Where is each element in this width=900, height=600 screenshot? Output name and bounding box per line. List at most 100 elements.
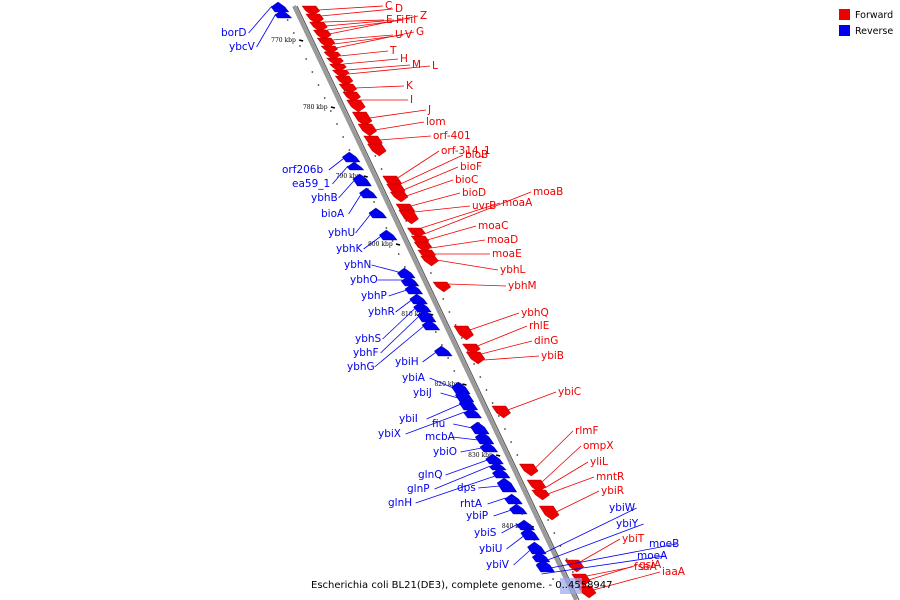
forward-gene-label[interactable]: ybhM — [508, 280, 537, 292]
forward-gene-label[interactable]: bioC — [455, 174, 478, 186]
forward-gene-label[interactable]: L — [432, 60, 438, 72]
reverse-gene-label[interactable]: ybhG — [347, 361, 375, 373]
reverse-label-leader — [513, 549, 531, 566]
reverse-gene-label[interactable]: ybiA — [402, 372, 426, 384]
forward-gene-label[interactable]: Fi — [396, 14, 404, 26]
forward-gene-label[interactable]: yliL — [590, 456, 608, 468]
reverse-gene-label[interactable]: ybhF — [353, 347, 379, 359]
reverse-gene-label[interactable]: moeA — [637, 550, 668, 562]
reverse-gene-label[interactable]: ybiP — [466, 510, 488, 522]
forward-gene-label[interactable]: H — [400, 53, 408, 65]
minor-dot — [385, 227, 388, 229]
forward-gene-label[interactable]: K — [406, 80, 414, 92]
reverse-gene-label[interactable]: rhtA — [460, 498, 483, 510]
forward-gene-label[interactable]: dinG — [534, 335, 558, 347]
reverse-gene-label[interactable]: ybhP — [361, 290, 387, 302]
forward-gene-label[interactable]: ybiC — [558, 386, 581, 398]
reverse-gene-label[interactable]: ybiJ — [413, 387, 432, 399]
reverse-gene-label[interactable]: glnH — [388, 497, 412, 509]
forward-gene-label[interactable]: moaB — [533, 186, 563, 198]
forward-gene-label[interactable]: I — [410, 94, 413, 106]
reverse-gene-label[interactable]: ybhB — [311, 192, 338, 204]
forward-gene-block — [351, 111, 373, 127]
reverse-gene-label[interactable]: ybiS — [474, 527, 497, 539]
reverse-gene-label[interactable]: ybiO — [433, 446, 457, 458]
forward-gene-label[interactable]: J — [427, 104, 431, 116]
reverse-gene-label[interactable]: ybiV — [486, 559, 510, 571]
forward-gene-label[interactable]: orf-314_1 — [441, 145, 491, 157]
forward-label-leader — [335, 31, 415, 49]
forward-label-leader — [593, 571, 661, 591]
reverse-gene-label[interactable]: ea59_1 — [292, 178, 330, 190]
reverse-gene-label[interactable]: ybiU — [479, 543, 502, 555]
forward-gene-label[interactable]: T — [389, 45, 397, 57]
reverse-gene-label[interactable]: ybiW — [609, 502, 636, 514]
reverse-gene-label[interactable]: ybhU — [328, 227, 355, 239]
forward-gene-block — [462, 343, 481, 355]
reverse-gene-label[interactable]: ybhR — [368, 306, 395, 318]
forward-gene-label[interactable]: V — [405, 29, 413, 41]
legend-forward-label: Forward — [855, 10, 893, 21]
forward-gene-label[interactable]: E — [386, 14, 393, 26]
forward-gene-label[interactable]: D — [395, 3, 403, 15]
reverse-gene-label[interactable]: moeB — [649, 538, 679, 550]
reverse-gene-label[interactable]: orf206b — [282, 164, 323, 176]
forward-gene-label[interactable]: moaA — [502, 197, 533, 209]
forward-gene-label[interactable]: moaC — [478, 220, 508, 232]
forward-gene-label[interactable]: ompX — [583, 440, 614, 452]
reverse-gene-label[interactable]: ybhS — [355, 333, 382, 345]
forward-gene-label[interactable]: moaE — [492, 248, 522, 260]
forward-gene-label[interactable]: C — [385, 0, 392, 12]
forward-gene-label[interactable]: iaaA — [662, 566, 686, 578]
reverse-gene-label[interactable]: glnP — [407, 483, 430, 495]
reverse-gene-label[interactable]: dps — [457, 482, 476, 494]
forward-gene-label[interactable]: ybhL — [500, 264, 526, 276]
forward-gene-label[interactable]: ybhQ — [521, 307, 549, 319]
forward-gene-label[interactable]: orf-401 — [433, 130, 471, 142]
reverse-gene-label[interactable]: ybiY — [616, 518, 639, 530]
reverse-gene-label[interactable]: ybiH — [395, 356, 419, 368]
reverse-gene-label[interactable]: ybhN — [344, 259, 371, 271]
forward-gene-block — [305, 13, 324, 25]
forward-gene-block — [539, 505, 560, 521]
forward-gene-label[interactable]: mntR — [596, 471, 624, 483]
forward-gene-label[interactable]: ybiR — [601, 485, 624, 497]
reverse-label-leader — [363, 235, 382, 250]
forward-gene-label[interactable]: ybiT — [622, 533, 645, 545]
minor-dot — [485, 389, 488, 391]
reverse-gene-label[interactable]: ybiI — [399, 413, 418, 425]
minor-dot — [552, 578, 554, 580]
forward-gene-label[interactable]: fsaA — [634, 561, 658, 573]
reverse-gene-block — [404, 283, 424, 295]
forward-gene-label[interactable]: Fii — [405, 14, 416, 26]
reverse-gene-label[interactable]: ybhO — [350, 274, 378, 286]
reverse-gene-label[interactable]: ybcV — [229, 41, 256, 53]
reverse-gene-label[interactable]: ybhK — [336, 243, 364, 255]
reverse-gene-label[interactable]: bioA — [321, 208, 345, 220]
reverse-gene-label[interactable]: borD — [221, 27, 247, 39]
legend-reverse-swatch — [839, 25, 850, 36]
forward-gene-label[interactable]: bioB — [465, 149, 488, 161]
forward-gene-label[interactable]: moaD — [487, 234, 518, 246]
forward-gene-label[interactable]: gsiA — [639, 559, 662, 571]
forward-gene-label[interactable]: Z — [420, 10, 427, 22]
forward-gene-label[interactable]: U — [395, 29, 403, 41]
forward-gene-block — [338, 83, 358, 95]
forward-gene-label[interactable]: M — [412, 59, 421, 71]
forward-gene-label[interactable]: G — [416, 26, 424, 38]
reverse-gene-block — [516, 519, 536, 531]
reverse-label-leader — [536, 523, 644, 565]
reverse-gene-label[interactable]: glnQ — [418, 469, 443, 481]
reverse-gene-label[interactable]: ybiX — [378, 428, 401, 440]
reverse-gene-block — [270, 1, 290, 13]
forward-gene-label[interactable]: ybiB — [541, 350, 564, 362]
forward-label-leader — [579, 538, 621, 563]
reverse-gene-label[interactable]: mcbA — [425, 431, 456, 443]
forward-gene-label[interactable]: bioD — [462, 187, 486, 199]
forward-gene-label[interactable]: bioF — [460, 161, 482, 173]
forward-gene-label[interactable]: rhlE — [529, 320, 549, 332]
forward-gene-label[interactable]: rlmF — [575, 425, 599, 437]
forward-gene-label[interactable]: uvrB — [472, 200, 496, 212]
forward-gene-label[interactable]: lom — [426, 116, 446, 128]
reverse-gene-label[interactable]: fiu — [432, 418, 445, 430]
